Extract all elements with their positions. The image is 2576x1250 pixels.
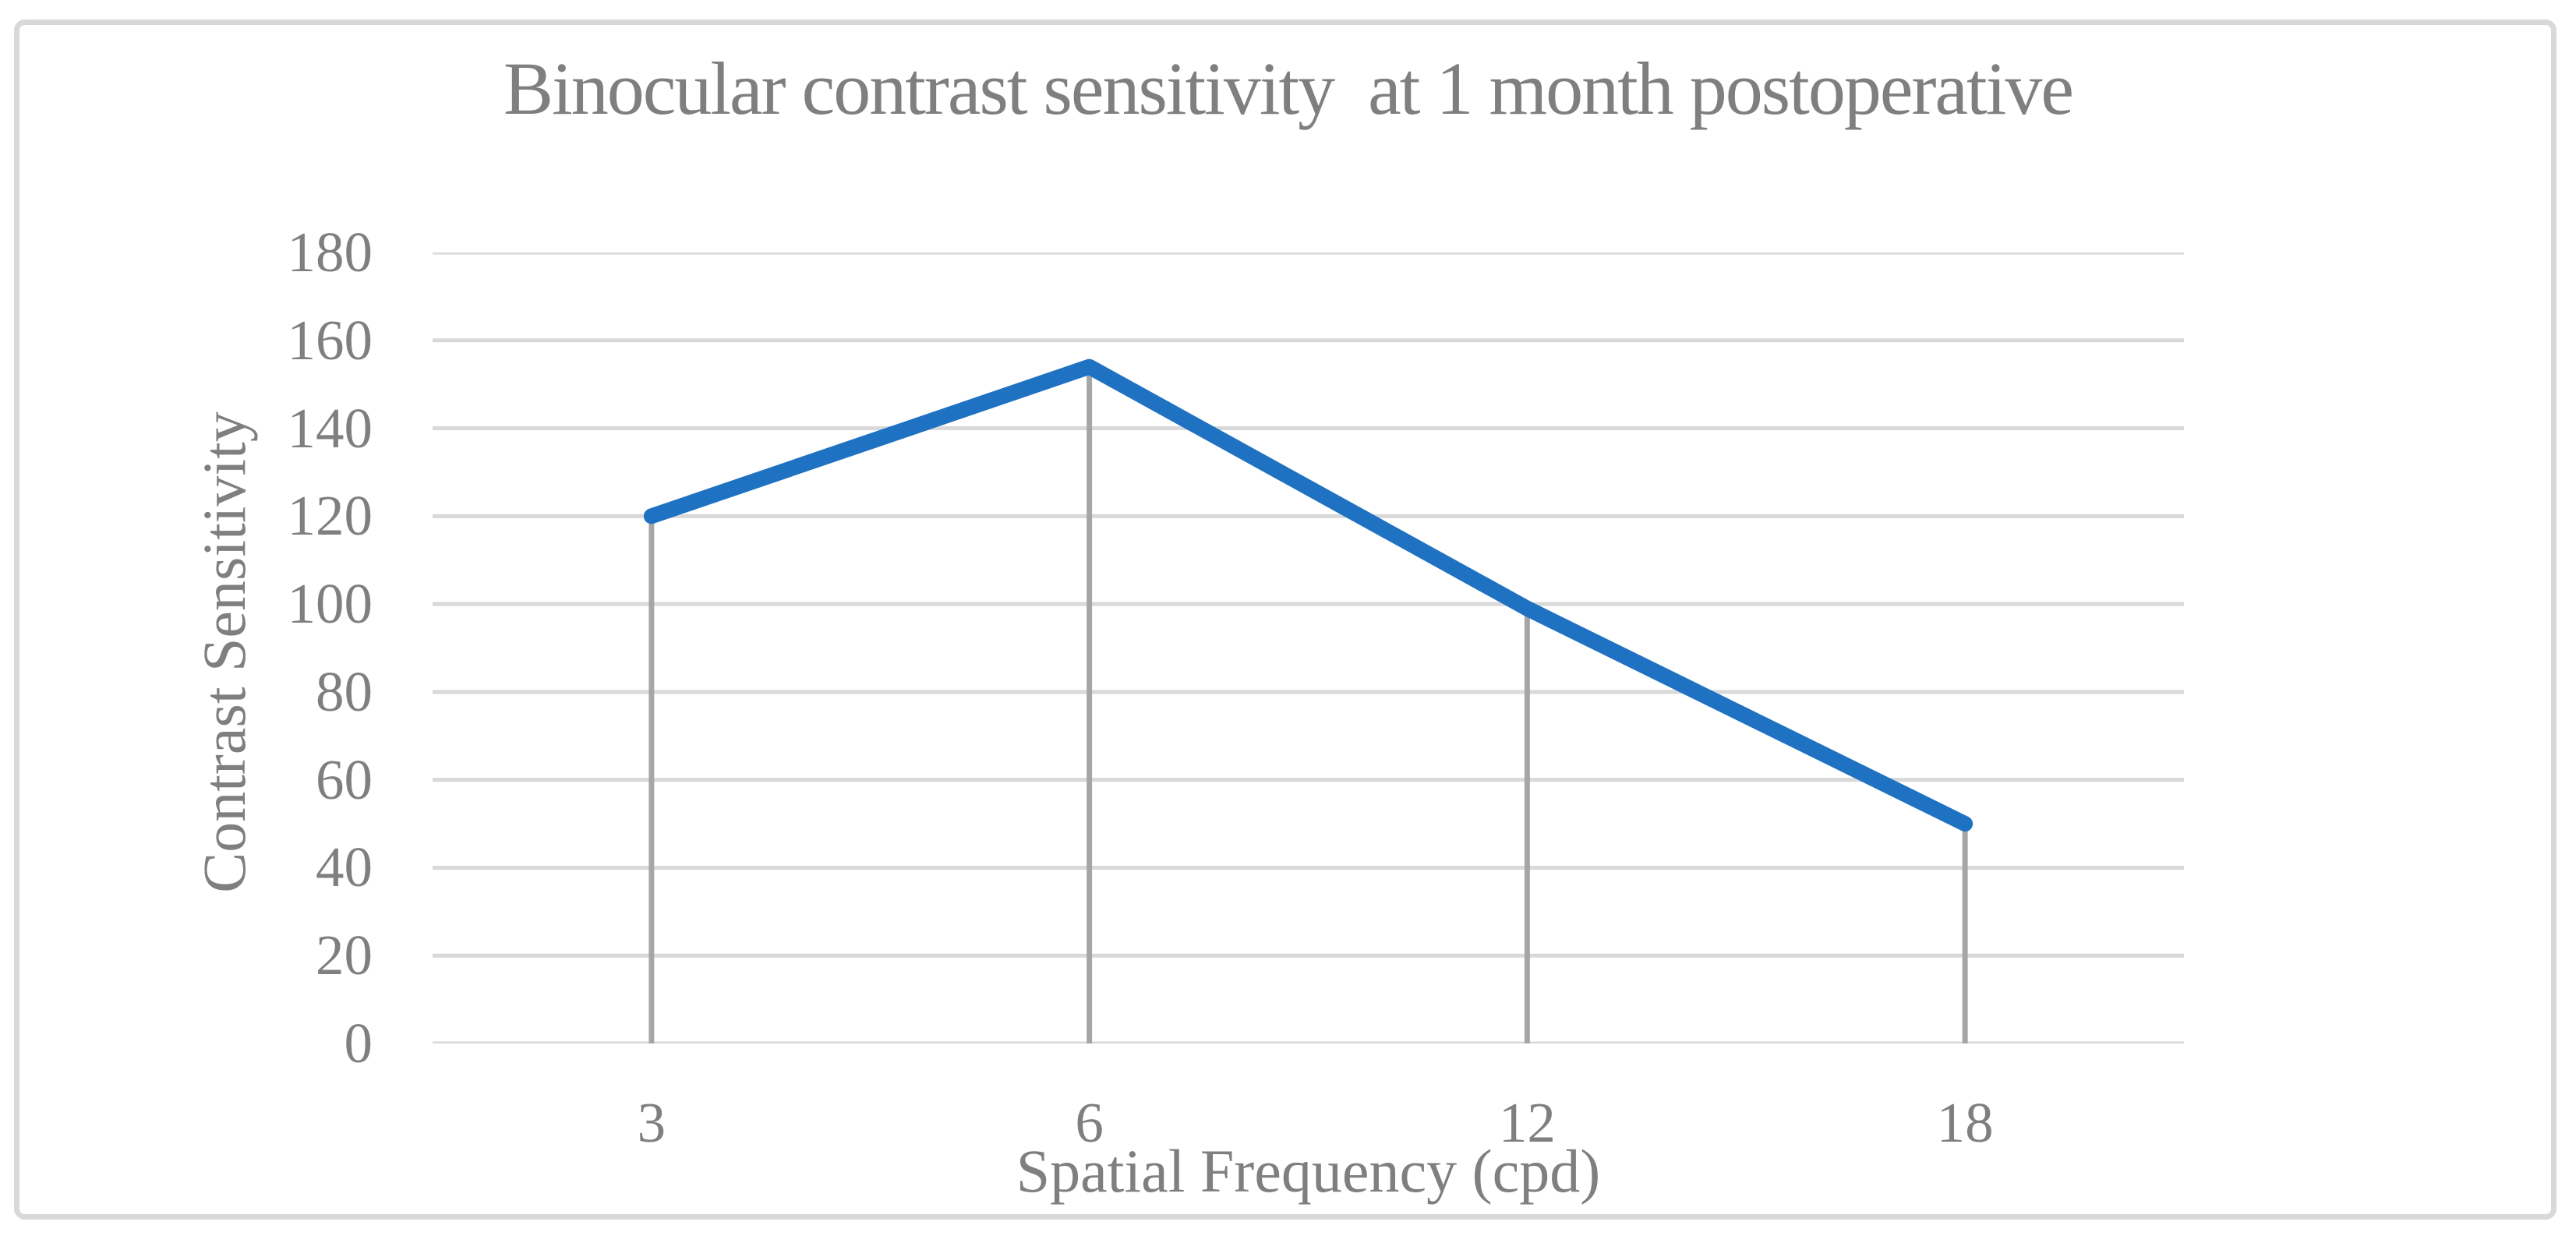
chart-title: Binocular contrast sensitivity at 1 mont… bbox=[504, 47, 2074, 130]
y-tick-label: 180 bbox=[287, 221, 373, 284]
y-tick-label: 100 bbox=[287, 572, 373, 636]
chart-border bbox=[14, 19, 2557, 1220]
y-tick-label: 60 bbox=[316, 747, 373, 811]
x-tick-label: 3 bbox=[637, 1091, 666, 1154]
data-line-series bbox=[643, 358, 1974, 832]
y-tick-label: 140 bbox=[287, 396, 373, 460]
y-tick-label: 20 bbox=[316, 923, 373, 987]
y-tick-label: 120 bbox=[287, 484, 373, 548]
plot-svg bbox=[433, 252, 2184, 1043]
x-axis-title: Spatial Frequency (cpd) bbox=[1016, 1137, 1601, 1205]
y-tick-label: 0 bbox=[344, 1012, 373, 1075]
y-tick-label: 80 bbox=[316, 659, 373, 723]
y-tick-label: 40 bbox=[316, 835, 373, 899]
x-tick-label: 12 bbox=[1498, 1091, 1556, 1154]
y-tick-label: 160 bbox=[287, 308, 373, 372]
plot-area bbox=[433, 252, 2184, 1043]
x-tick-label: 18 bbox=[1936, 1091, 1994, 1154]
x-tick-label: 6 bbox=[1075, 1091, 1104, 1154]
